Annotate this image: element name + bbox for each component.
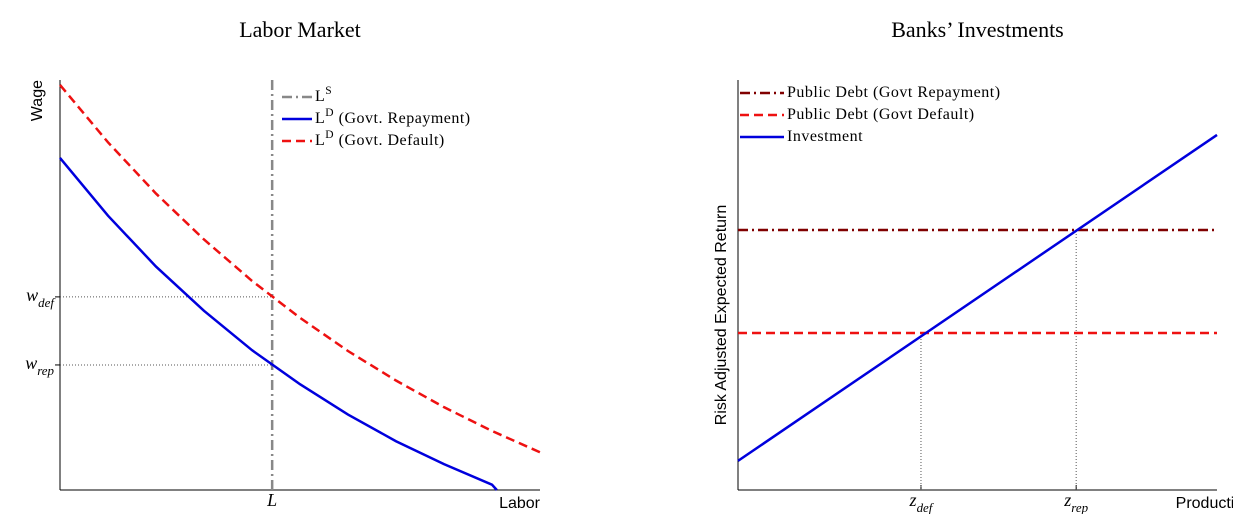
- series-line: [737, 133, 1218, 462]
- legend-label: LS: [315, 85, 332, 105]
- x-tick-label: zrep: [1063, 490, 1088, 514]
- legend-label: LD (Govt. Repayment): [315, 107, 471, 127]
- series-line: [59, 84, 541, 454]
- y-axis-label: Wage: [29, 80, 46, 121]
- legend-label: LD (Govt. Default): [315, 129, 445, 149]
- y-tick-label: wdef: [26, 285, 56, 310]
- x-tick-label: L: [266, 490, 277, 510]
- legend-label: Investment: [787, 128, 863, 145]
- y-tick-label: wrep: [25, 353, 54, 378]
- legend-label: Public Debt (Govt Repayment): [787, 84, 1001, 101]
- x-tick-label: zdef: [909, 490, 935, 514]
- x-axis-label: Productivity: [1176, 495, 1233, 512]
- series-line: [59, 157, 498, 491]
- chart-title: Banks’ Investments: [891, 17, 1064, 42]
- y-axis-label: Risk Adjusted Expected Return: [713, 205, 730, 426]
- chart-title: Labor Market: [239, 17, 361, 42]
- legend-label: Public Debt (Govt Default): [787, 106, 975, 123]
- x-axis-label: Labor: [499, 495, 541, 512]
